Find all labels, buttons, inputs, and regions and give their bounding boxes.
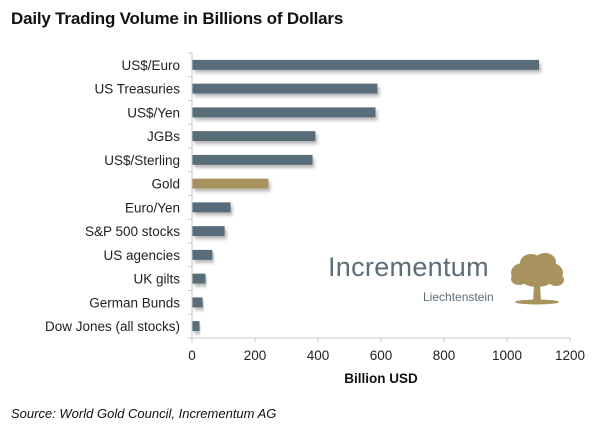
bar-us-treasuries [192,83,378,94]
category-label: Gold [151,177,180,192]
bar-euro-yen [192,202,231,213]
bar-dow-jones-all-stocks [192,321,200,332]
x-tick-label: 0 [188,348,196,363]
bars-group [192,59,539,332]
category-label: US agencies [103,248,180,263]
logo-subtitle: Liechtenstein [423,290,494,304]
bar-uk-gilts [192,273,206,284]
category-label: Euro/Yen [125,200,180,215]
category-label: UK gilts [133,272,180,287]
source-note: Source: World Gold Council, Incrementum … [11,406,277,421]
x-tick-label: 400 [307,348,330,363]
bar-us-agencies [192,249,213,260]
category-label: US$/Sterling [104,153,180,168]
category-label: JGBs [147,129,180,144]
y-axis-ticks [188,52,192,339]
category-label: US Treasuries [94,82,180,97]
x-tick-label: 800 [433,348,456,363]
category-label: German Bunds [89,295,180,310]
x-axis-ticks: 0 200 400 600 800 1000 1200 [188,338,585,363]
category-label: US$/Euro [121,58,180,73]
x-tick-label: 1000 [492,348,522,363]
tree-icon [511,253,564,305]
logo-name: Incrementum [328,252,489,282]
bar-german-bunds [192,297,203,308]
x-axis-label: Billion USD [344,371,418,386]
bar-us-sterling [192,154,313,165]
x-tick-label: 600 [370,348,393,363]
incrementum-logo: Incrementum Liechtenstein [328,252,588,312]
category-label: S&P 500 stocks [85,224,180,239]
bar-us-yen [192,107,376,118]
chart-title: Daily Trading Volume in Billions of Doll… [11,9,344,28]
bar-gold [192,178,269,189]
bar-s-p-500-stocks [192,226,225,237]
x-tick-label: 200 [244,348,267,363]
x-tick-label: 1200 [555,348,585,363]
category-labels: US$/Euro US Treasuries US$/Yen JGBs US$/Ster… [45,58,180,334]
category-label: Dow Jones (all stocks) [45,319,180,334]
bar-us-euro [192,59,539,70]
bar-jgbs [192,131,316,142]
category-label: US$/Yen [127,105,180,120]
